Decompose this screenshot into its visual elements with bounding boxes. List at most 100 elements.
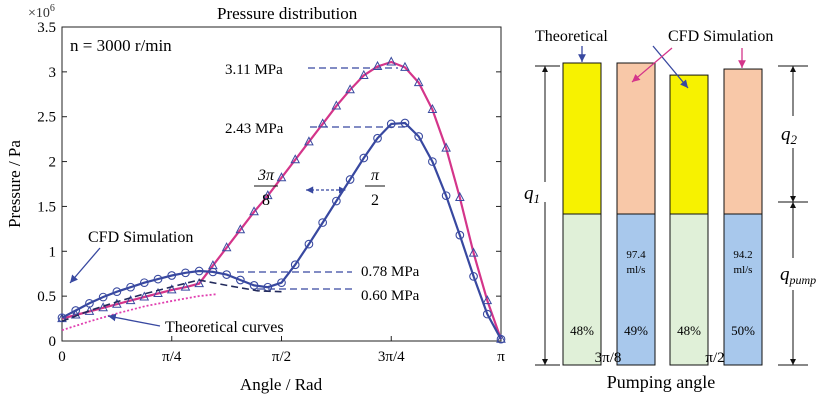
y-tick-label: 2.5	[37, 110, 56, 126]
bar-percent-label: 50%	[731, 323, 755, 338]
bar-segment-q2	[723, 68, 763, 215]
series-line-blue-circles	[61, 121, 502, 340]
triangle-point	[180, 281, 191, 291]
circle-point	[400, 118, 410, 128]
circle-point	[469, 272, 478, 281]
annot-cfd: CFD Simulation	[88, 229, 193, 246]
series-dark-dash	[61, 279, 282, 323]
triangle-point	[262, 190, 273, 200]
fraction-pi-2: π 2	[365, 167, 385, 209]
circle-point	[126, 282, 135, 292]
frac-pi2-num: π	[371, 167, 380, 184]
triangle-point	[482, 295, 493, 305]
circle-point	[222, 270, 231, 279]
circle-point	[304, 239, 314, 249]
q2-label: q2	[781, 124, 798, 147]
circle-point	[332, 196, 341, 206]
fraction-3pi-8: 3π 8	[254, 167, 278, 209]
triangle-point	[112, 298, 122, 308]
x-tick-label: 3π/4	[378, 349, 405, 365]
bar-theoretical: 48%	[562, 62, 602, 366]
triangle-point	[455, 191, 465, 201]
pumping-bar-chart: 48% 49% 97.4 ml/s 48% 50% 94.2 ml/s Theoretical…	[524, 28, 816, 392]
series-pink-triangles	[57, 56, 506, 343]
circle-point	[112, 287, 122, 297]
triangle-point	[358, 69, 369, 79]
bar-segment-qpump	[562, 213, 602, 366]
circle-point	[496, 334, 506, 344]
frac-3pi8-num: 3π	[257, 167, 275, 184]
x-axis-label: Angle / Rad	[240, 375, 323, 394]
bar-percent-label: 49%	[624, 323, 648, 338]
frac-pi2-den: 2	[371, 192, 379, 209]
bar-segment-qpump	[723, 213, 763, 366]
circle-point	[85, 298, 94, 308]
circle-point	[414, 132, 424, 141]
bars-layer: 48% 49% 97.4 ml/s 48% 50% 94.2 ml/s	[562, 62, 763, 366]
triangle-point	[194, 278, 205, 288]
x-tick-label: π/4	[162, 349, 182, 365]
circle-point	[428, 157, 437, 166]
series-blue-circles	[57, 118, 506, 344]
bar-x-tick-label: π/2	[705, 350, 724, 366]
circle-point	[455, 230, 465, 240]
triangle-point	[304, 136, 314, 146]
triangle-point	[221, 242, 232, 252]
circle-point	[139, 278, 149, 288]
triangle-point	[290, 154, 301, 164]
annot-060: 0.60 MPa	[361, 288, 420, 304]
bar-segment-q2	[562, 62, 602, 215]
chart-title: Pressure distribution	[217, 4, 358, 23]
series-line-pink-dot	[61, 293, 216, 332]
bar-x-tick-label: 3π/8	[595, 350, 622, 366]
circle-point	[277, 278, 286, 288]
triangle-point	[372, 60, 383, 70]
triangle-point	[166, 284, 177, 294]
circle-point	[386, 119, 396, 129]
circle-point	[71, 306, 81, 315]
triangle-point	[98, 302, 108, 312]
circle-point	[208, 267, 218, 277]
legend-theoretical: Theoretical	[535, 28, 608, 45]
triangle-point	[496, 333, 506, 343]
y-multiplier: ×106	[28, 3, 55, 21]
y-tick-label: 2	[49, 155, 57, 171]
circle-point	[373, 133, 382, 143]
bar-x-ticks: 3π/8 π/2	[595, 350, 725, 366]
bar-segment-qpump	[669, 213, 709, 366]
circle-point	[98, 292, 108, 302]
y-tick-label: 1	[49, 244, 57, 260]
bar-flow-unit: ml/s	[627, 264, 646, 276]
circle-point	[153, 274, 163, 284]
x-tick-label: π/2	[272, 349, 291, 365]
x-tick-label: π	[497, 349, 505, 365]
annot-078: 0.78 MPa	[361, 264, 420, 280]
circle-point	[359, 153, 369, 163]
circle-point	[345, 175, 355, 184]
y-tick-label: 0	[49, 334, 57, 350]
circle-point	[482, 309, 492, 319]
bar-flow-value: 94.2	[733, 249, 752, 261]
bar-flow-value: 97.4	[626, 249, 646, 261]
y-ticks: 0 0.5 1 1.5 2 2.5 3 3.5	[37, 20, 501, 350]
triangle-point	[331, 100, 342, 110]
circle-point	[167, 271, 177, 280]
legend-theoretical-arrow-2	[652, 45, 689, 89]
speed-label: n = 3000 r/min	[70, 36, 172, 55]
triangle-point	[345, 84, 355, 94]
triangle-point	[400, 61, 410, 71]
series-layer	[57, 56, 506, 344]
circle-point	[441, 191, 451, 201]
x-ticks: 0 π/4 π/2 3π/4 π	[58, 336, 505, 365]
triangle-point	[125, 295, 136, 305]
bar-segment-q2	[669, 74, 709, 215]
triangle-point	[317, 118, 328, 128]
circle-point	[194, 266, 204, 276]
triangle-point	[441, 142, 451, 152]
y-tick-label: 3	[49, 65, 57, 81]
triangle-point	[468, 247, 479, 257]
triangle-point	[249, 206, 259, 216]
y-axis-label: Pressure / Pa	[5, 140, 24, 228]
circle-point	[181, 268, 190, 278]
bar-percent-label: 48%	[677, 323, 701, 338]
